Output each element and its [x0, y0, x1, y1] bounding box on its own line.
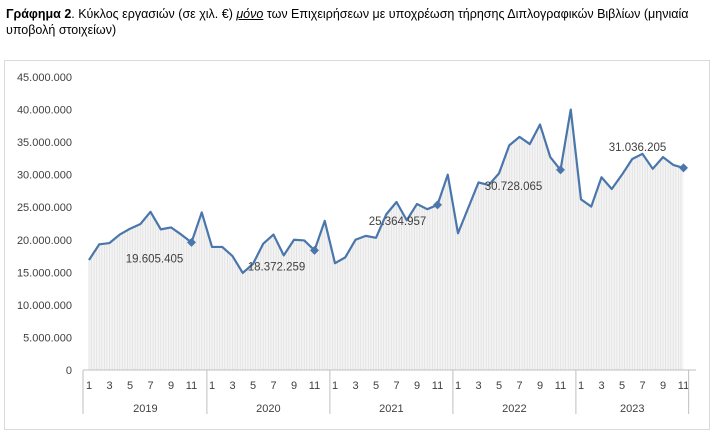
data-point-marker — [679, 163, 688, 173]
x-tick-label: 7 — [639, 380, 645, 392]
year-label: 2019 — [133, 403, 157, 415]
x-tick-label: 9 — [414, 380, 420, 392]
x-tick-label: 7 — [270, 380, 276, 392]
y-tick-label: 25.000.000 — [17, 202, 72, 214]
caption-text-2: των Επιχειρήσεων με υποχρέωση τήρησης Δι… — [6, 7, 689, 37]
area-layer — [88, 109, 684, 370]
chart-caption: Γράφημα 2. Κύκλος εργασιών (σε χιλ. €) μ… — [6, 6, 706, 38]
data-label: 31.036.205 — [609, 142, 667, 154]
data-point-marker — [310, 245, 319, 255]
x-tick-label: 9 — [168, 380, 174, 392]
year-label: 2020 — [256, 403, 280, 415]
data-point-marker — [433, 200, 442, 210]
x-tick-label: 9 — [291, 380, 297, 392]
data-label: 25.364.957 — [369, 216, 427, 228]
caption-lead: Γράφημα 2 — [6, 7, 72, 21]
x-tick-label: 11 — [309, 380, 320, 392]
series-line — [88, 108, 684, 275]
y-axis: 0 5.000.000 10.000.000 15.000.000 20.000.000… — [17, 72, 72, 377]
data-label: 30.728.065 — [485, 181, 543, 193]
x-tick-label: 9 — [537, 380, 543, 392]
caption-emphasis: μόνο — [236, 7, 264, 21]
x-tick-label: 7 — [147, 380, 153, 392]
x-tick-label: 1 — [455, 380, 461, 392]
caption-text-1: . Κύκλος εργασιών (σε χιλ. €) — [71, 7, 237, 21]
data-label: 18.372.259 — [248, 261, 306, 273]
data-label: 19.605.405 — [126, 253, 184, 265]
x-tick-label: 7 — [516, 380, 522, 392]
x-tick-label: 3 — [229, 380, 235, 392]
year-label: 2021 — [379, 403, 403, 415]
y-tick-label: 5.000.000 — [23, 332, 72, 344]
x-tick-label: 11 — [555, 380, 566, 392]
y-tick-label: 35.000.000 — [17, 137, 72, 149]
x-tick-label: 5 — [373, 380, 379, 392]
x-tick-label: 3 — [352, 380, 358, 392]
x-tick-label: 5 — [619, 380, 625, 392]
x-tick-label: 7 — [393, 380, 399, 392]
year-label: 2023 — [620, 403, 644, 415]
year-label: 2022 — [502, 403, 526, 415]
x-tick-label: 5 — [496, 380, 502, 392]
y-tick-label: 15.000.000 — [17, 267, 72, 279]
y-tick-label: 20.000.000 — [17, 235, 72, 247]
y-tick-label: 40.000.000 — [17, 105, 72, 117]
x-tick-label: 3 — [598, 380, 604, 392]
data-point-marker — [556, 165, 565, 175]
data-point-marker — [187, 237, 196, 247]
x-tick-label: 1 — [578, 380, 584, 392]
x-tick-label: 3 — [106, 380, 112, 392]
chart-frame — [4, 60, 710, 430]
x-tick-label: 3 — [475, 380, 481, 392]
x-tick-label: 5 — [127, 380, 133, 392]
y-tick-label: 0 — [66, 365, 72, 377]
x-tick-label: 9 — [660, 380, 666, 392]
x-tick-label: 11 — [678, 380, 689, 392]
x-tick-label: 11 — [186, 380, 197, 392]
line-layer — [88, 108, 684, 275]
y-tick-label: 30.000.000 — [17, 170, 72, 182]
x-tick-label: 11 — [432, 380, 443, 392]
y-tick-label: 10.000.000 — [17, 300, 72, 312]
x-tick-label: 5 — [250, 380, 256, 392]
x-tick-label: 1 — [86, 380, 92, 392]
y-tick-label: 45.000.000 — [17, 72, 72, 84]
label-layer: 19.605.405 18.372.259 25.364.957 30.728.065… — [126, 142, 688, 273]
x-tick-label: 1 — [332, 380, 338, 392]
x-tick-label: 1 — [209, 380, 215, 392]
